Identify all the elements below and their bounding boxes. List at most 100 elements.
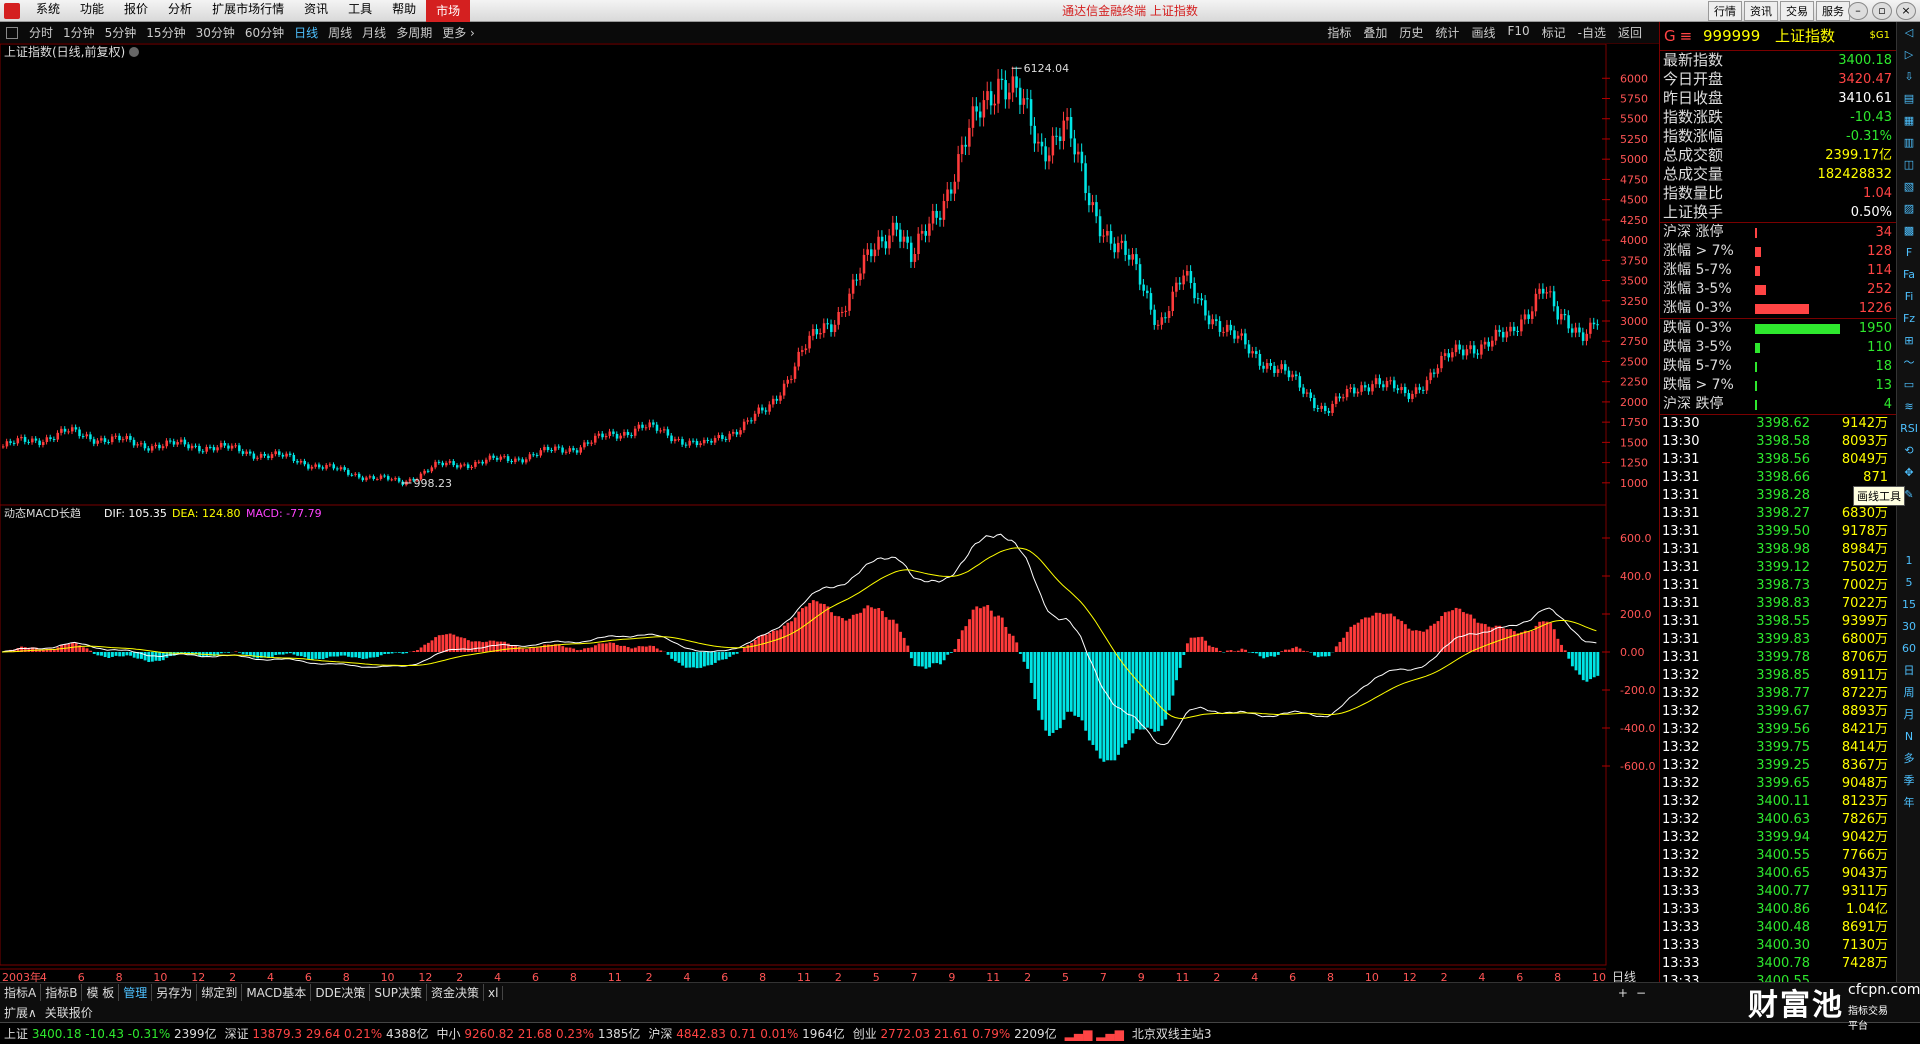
indicator-tab[interactable]: MACD基本 xyxy=(242,984,312,1001)
toolbar-icon[interactable]: ✎ xyxy=(1904,488,1914,501)
toolbar-icon[interactable]: 〜 xyxy=(1903,356,1915,369)
period-tab[interactable]: 月线 xyxy=(362,26,387,40)
status-index[interactable]: 中小 9260.82 21.68 0.23% 1385亿 xyxy=(433,1025,645,1042)
toolbar-icon[interactable]: ▭ xyxy=(1903,378,1915,391)
menu-item[interactable]: 功能 xyxy=(80,1,105,16)
toolbar-icon[interactable]: ▨ xyxy=(1903,202,1915,215)
toolbar-icon[interactable]: Fa xyxy=(1902,268,1916,281)
toolbar-icon[interactable]: 日 xyxy=(1903,664,1915,677)
chart-tool-button[interactable]: F10 xyxy=(1507,24,1530,38)
extend-tab[interactable]: 扩展∧ xyxy=(4,1005,37,1020)
macd-tick-label: 600.0 xyxy=(1620,532,1652,545)
menu-item[interactable]: 工具 xyxy=(348,1,373,16)
indicator-tab[interactable]: 指标B xyxy=(41,984,83,1001)
period-tab[interactable]: 更多 › xyxy=(442,26,475,40)
toolbar-icon[interactable]: N xyxy=(1904,730,1914,743)
toolbar-icon[interactable] xyxy=(1897,506,1920,528)
menu-item[interactable]: 扩展市场行情 xyxy=(212,1,285,16)
macd-bar xyxy=(397,652,401,653)
status-index[interactable]: 创业 2772.03 21.61 0.79% 2209亿 xyxy=(849,1025,1061,1042)
minimize-icon[interactable]: – xyxy=(1848,1,1868,20)
toolbar-icon[interactable]: ▤ xyxy=(1903,92,1915,105)
toolbar-icon[interactable]: Fz xyxy=(1902,312,1916,325)
toolbar-icon[interactable]: ▷ xyxy=(1904,48,1914,61)
menu-item[interactable]: 帮助 xyxy=(392,1,417,16)
toolbar-icon[interactable]: ◫ xyxy=(1903,158,1915,171)
toolbar-icon[interactable]: ▩ xyxy=(1903,224,1915,237)
period-tab[interactable]: 5分钟 xyxy=(104,26,137,40)
toolbar-icon[interactable]: 15 xyxy=(1902,598,1916,611)
status-index[interactable]: 上证 3400.18 -10.43 -0.31% 2399亿 xyxy=(0,1025,221,1042)
toolbar-icon[interactable]: F xyxy=(1905,246,1913,259)
toolbar-icon[interactable]: ≋ xyxy=(1904,400,1914,413)
extend-tab[interactable]: 关联报价 xyxy=(44,1005,93,1020)
period-tab[interactable]: 日线 xyxy=(294,26,319,40)
toolbar-icon[interactable]: 5 xyxy=(1905,576,1913,589)
menu-right-button[interactable]: 交易 xyxy=(1780,0,1814,21)
toolbar-icon[interactable]: ⟲ xyxy=(1904,444,1914,457)
toolbar-icon[interactable] xyxy=(1897,528,1920,550)
toolbar-icon[interactable]: RSI xyxy=(1900,422,1918,435)
toolbar-icon[interactable]: Fi xyxy=(1904,290,1914,303)
indicator-tab[interactable]: 指标A xyxy=(0,984,42,1001)
menu-item[interactable]: 报价 xyxy=(124,1,149,16)
period-tab[interactable]: 1分钟 xyxy=(63,26,95,40)
restore-icon[interactable]: ▫ xyxy=(1872,1,1892,20)
period-tab[interactable]: 多周期 xyxy=(396,26,433,40)
status-index[interactable]: 沪深 4842.83 0.71 0.01% 1964亿 xyxy=(644,1025,848,1042)
menu-item[interactable]: 市场 xyxy=(426,0,471,22)
chart-tool-button[interactable]: 统计 xyxy=(1435,26,1460,40)
chart-tool-button[interactable]: 历史 xyxy=(1399,26,1424,40)
period-tab[interactable]: 15分钟 xyxy=(146,26,186,40)
menu-item[interactable]: 分析 xyxy=(168,1,193,16)
menu-right-button[interactable]: 服务 xyxy=(1816,0,1850,21)
kline-chart[interactable]: 上证指数(日线,前复权) 6000 5750 5500 5250 5000 4750 4500… xyxy=(0,44,1659,984)
indicator-tab[interactable]: SUP决策 xyxy=(370,984,428,1001)
toolbar-icon[interactable]: ◁ xyxy=(1904,26,1914,39)
chart-tool-button[interactable]: -自选 xyxy=(1577,26,1606,40)
indicator-tab[interactable]: 绑定到 xyxy=(197,984,243,1001)
candle-body xyxy=(125,435,129,440)
toolbar-icon[interactable]: ▥ xyxy=(1903,136,1915,149)
period-tab[interactable]: 30分钟 xyxy=(195,26,235,40)
chart-tool-button[interactable]: 返回 xyxy=(1617,26,1642,40)
menu-item[interactable]: 资讯 xyxy=(304,1,329,16)
indicator-tab[interactable]: 资金决策 xyxy=(427,984,485,1001)
toolbar-icon[interactable]: 1 xyxy=(1905,554,1913,567)
chart-tool-button[interactable]: 画线 xyxy=(1471,26,1496,40)
toolbar-icon[interactable]: ▧ xyxy=(1903,180,1915,193)
add-tab-button[interactable]: + xyxy=(1617,985,1628,1000)
chart-area[interactable]: 上证指数(日线,前复权) 6000 5750 5500 5250 5000 4750 4500… xyxy=(0,44,1659,984)
period-tab[interactable]: 周线 xyxy=(328,26,353,40)
toolbar-icon[interactable]: ⊞ xyxy=(1904,334,1914,347)
toolbar-icon[interactable]: 60 xyxy=(1902,642,1916,655)
indicator-tab[interactable]: DDE决策 xyxy=(311,984,371,1001)
period-tab[interactable]: 分时 xyxy=(29,26,54,40)
indicator-tab[interactable]: 模 板 xyxy=(82,984,120,1001)
toolbar-icon[interactable]: 年 xyxy=(1903,796,1915,809)
toolbar-icon[interactable]: ⇩ xyxy=(1904,70,1914,83)
remove-tab-button[interactable]: − xyxy=(1635,985,1646,1000)
toolbar-icon[interactable]: 周 xyxy=(1903,686,1915,699)
indicator-tab[interactable]: 另存为 xyxy=(152,984,198,1001)
toolbar-icon[interactable]: ▦ xyxy=(1903,114,1915,127)
panel-toggle-icon[interactable] xyxy=(6,26,18,39)
indicator-tab[interactable]: 管理 xyxy=(119,984,153,1001)
close-icon[interactable]: × xyxy=(1896,1,1916,20)
toolbar-icon[interactable]: 月 xyxy=(1903,708,1915,721)
toolbar-icon[interactable]: 季 xyxy=(1903,774,1915,787)
menu-right-button[interactable]: 行情 xyxy=(1708,0,1742,21)
menu-item[interactable]: 系统 xyxy=(36,1,61,16)
candle-body xyxy=(1026,98,1029,100)
toolbar-icon[interactable]: 多 xyxy=(1903,752,1915,765)
toolbar-icon[interactable]: 30 xyxy=(1902,620,1916,633)
chart-tool-button[interactable]: 标记 xyxy=(1541,26,1566,40)
period-tab[interactable]: 60分钟 xyxy=(244,26,285,40)
chart-tool-button[interactable]: 叠加 xyxy=(1363,26,1388,40)
menu-right-button[interactable]: 资讯 xyxy=(1744,0,1778,21)
tick-list[interactable]: 13:30 3398.62 9142万 13:30 3398.58 8093万 13:31 3… xyxy=(1660,415,1896,991)
chart-tool-button[interactable]: 指标 xyxy=(1327,26,1352,40)
indicator-tab[interactable]: xl xyxy=(484,985,504,1000)
toolbar-icon[interactable]: ✥ xyxy=(1904,466,1914,479)
status-index[interactable]: 深证 13879.3 29.64 0.21% 4388亿 xyxy=(221,1025,433,1042)
